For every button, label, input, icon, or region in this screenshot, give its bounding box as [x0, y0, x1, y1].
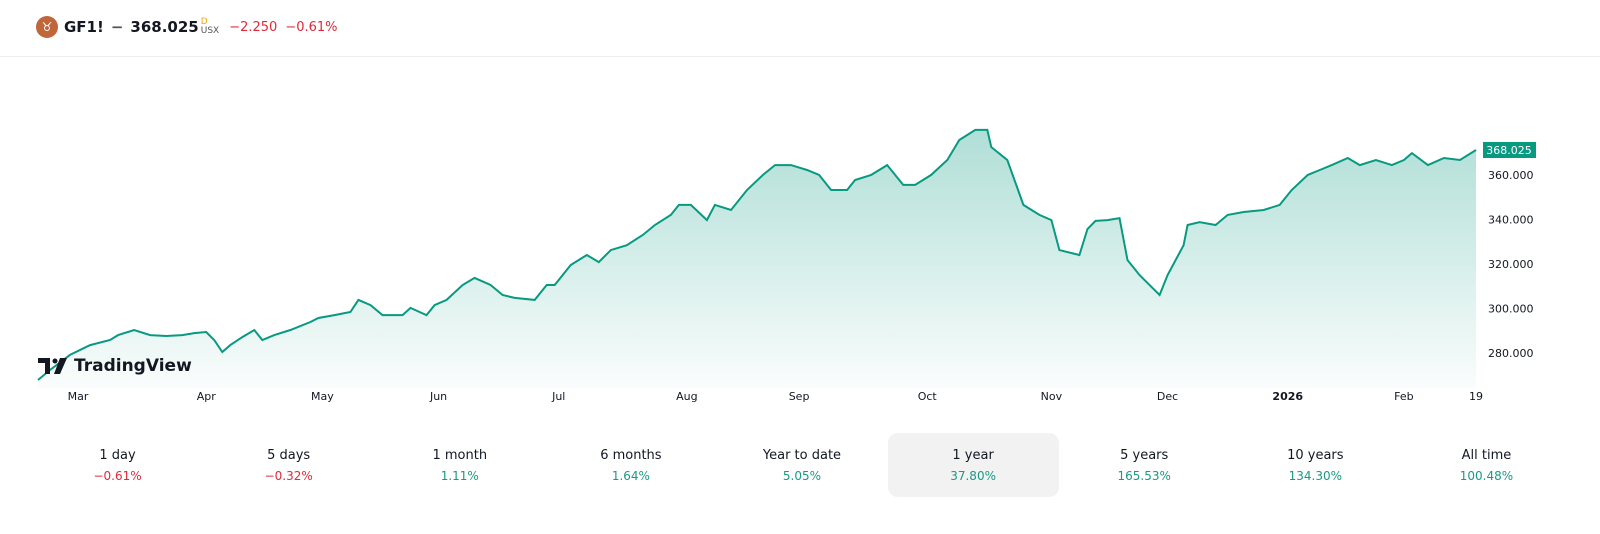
x-tick-label: 2026	[1272, 390, 1303, 403]
period-label: 1 month	[432, 447, 488, 463]
period-change: 1.11%	[440, 468, 479, 483]
period-label: 1 year	[952, 447, 994, 463]
x-tick-label: Feb	[1394, 390, 1413, 403]
tradingview-logo[interactable]: TradingView	[38, 356, 192, 376]
x-tick-label: Jun	[429, 390, 447, 403]
period-label: 5 years	[1120, 447, 1169, 463]
x-tick-label: Apr	[197, 390, 217, 403]
y-tick-label: 300.000	[1488, 303, 1534, 316]
last-price: 368.025	[130, 18, 199, 36]
period-year-to-date[interactable]: Year to date 5.05%	[716, 433, 887, 497]
x-tick-label: 19	[1469, 390, 1483, 403]
x-tick-label: Mar	[68, 390, 89, 403]
y-tick-label: 280.000	[1488, 347, 1534, 360]
tradingview-icon	[38, 358, 67, 374]
period-10-years[interactable]: 10 years 134.30%	[1230, 433, 1401, 497]
period-5-days[interactable]: 5 days −0.32%	[203, 433, 374, 497]
period-label: 1 day	[99, 447, 136, 463]
period-change: 165.53%	[1117, 468, 1171, 483]
tradingview-wordmark: TradingView	[74, 356, 192, 376]
price-line	[37, 128, 1477, 381]
y-tick-label: 340.000	[1488, 214, 1534, 227]
symbol-name[interactable]: GF1!	[64, 18, 104, 36]
last-price-badge	[1483, 142, 1536, 158]
separator: −	[110, 18, 124, 36]
x-tick-label: Jul	[551, 390, 565, 403]
period-6-months[interactable]: 6 months 1.64%	[545, 433, 716, 497]
x-tick-label: Oct	[918, 390, 938, 403]
period-change: 37.80%	[950, 468, 996, 483]
period-label: All time	[1461, 447, 1512, 463]
period-1-month[interactable]: 1 month 1.11%	[374, 433, 545, 497]
period-all-time[interactable]: All time 100.48%	[1401, 433, 1572, 497]
period-change: −0.61%	[93, 468, 142, 483]
x-tick-label: Dec	[1157, 390, 1178, 403]
currency: USX	[200, 26, 220, 36]
bull-icon: ♉	[36, 16, 58, 38]
x-tick-label: Sep	[789, 390, 810, 403]
x-tick-label: Nov	[1041, 390, 1063, 403]
x-tick-label: Aug	[676, 390, 697, 403]
delayed-flag: D	[200, 17, 208, 27]
period-label: 6 months	[600, 447, 662, 463]
x-tick-label: May	[311, 390, 334, 403]
price-change: −2.250	[229, 19, 278, 35]
period-label: 10 years	[1287, 447, 1344, 463]
period-change: 134.30%	[1288, 468, 1343, 483]
price-chart[interactable]: 360.000 340.000 320.000 300.000 280.000 Mar Ap…	[0, 60, 1600, 410]
price-area	[38, 129, 1476, 388]
period-5-years[interactable]: 5 years 165.53%	[1059, 433, 1230, 497]
performance-periods: 1 day −0.61% 5 days −0.32% 1 month 1.11% 6 mon…	[32, 433, 1572, 497]
period-label: Year to date	[762, 447, 842, 463]
period-1-year[interactable]: 1 year 37.80%	[887, 433, 1059, 497]
period-change: 1.64%	[611, 468, 650, 483]
period-change: −0.32%	[264, 468, 313, 483]
symbol-row: ♉ GF1! − 368.025 D USX −2.250 −0.61%	[36, 16, 338, 38]
last-price-label: 368.025	[1486, 144, 1532, 157]
symbol-header: ♉ GF1! − 368.025 D USX −2.250 −0.61%	[0, 0, 1600, 57]
y-tick-label: 320.000	[1488, 258, 1534, 271]
period-label: 5 days	[267, 447, 311, 463]
price-change-percent: −0.61%	[285, 19, 338, 35]
period-change: 100.48%	[1459, 468, 1514, 483]
period-1-day[interactable]: 1 day −0.61%	[32, 433, 203, 497]
price-suffix: D USX	[201, 18, 219, 36]
period-change: 5.05%	[782, 468, 822, 483]
y-tick-label: 360.000	[1488, 169, 1534, 182]
